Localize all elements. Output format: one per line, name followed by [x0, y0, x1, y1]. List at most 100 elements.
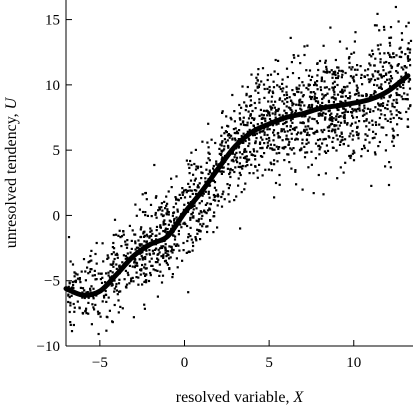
scatter-point: [378, 123, 381, 126]
scatter-point: [352, 159, 356, 162]
scatter-point: [266, 146, 269, 149]
scatter-point: [313, 83, 316, 87]
scatter-point: [254, 140, 257, 143]
scatter-point: [187, 233, 190, 236]
scatter-point: [73, 271, 76, 274]
scatter-point: [249, 121, 253, 124]
scatter-point: [267, 168, 270, 171]
scatter-point: [366, 134, 369, 137]
scatter-point: [379, 85, 382, 88]
scatter-point: [220, 134, 223, 137]
scatter-point: [238, 117, 241, 120]
scatter-point: [67, 293, 70, 296]
scatter-point: [389, 64, 392, 67]
scatter-point: [297, 131, 300, 134]
scatter-point: [136, 264, 139, 267]
scatter-point: [304, 125, 307, 128]
scatter-point: [341, 111, 344, 115]
scatter-point: [277, 107, 280, 110]
scatter-point: [352, 109, 355, 112]
scatter-point: [255, 76, 258, 79]
scatter-point: [277, 135, 280, 138]
scatter-point: [342, 143, 345, 146]
scatter-point: [341, 69, 344, 72]
scatter-point: [363, 107, 366, 110]
scatter-point: [172, 206, 175, 209]
scatter-point: [355, 131, 358, 134]
scatter-point: [105, 300, 108, 303]
scatter-point: [165, 213, 168, 216]
scatter-point: [311, 103, 314, 106]
scatter-point: [349, 124, 352, 127]
scatter-point: [358, 109, 361, 112]
scatter-point: [369, 64, 372, 67]
scatter-point: [262, 109, 266, 112]
scatter-point: [164, 251, 167, 254]
scatter-point: [322, 70, 325, 73]
scatter-point: [131, 276, 134, 279]
scatter-point: [150, 257, 153, 260]
scatter-point: [349, 95, 352, 98]
scatter-point: [256, 176, 259, 179]
scatter-point: [254, 158, 257, 161]
scatter-point: [161, 246, 164, 249]
scatter-point: [229, 168, 232, 171]
scatter-point: [149, 274, 152, 277]
scatter-point: [269, 147, 272, 150]
scatter-point: [291, 110, 294, 113]
scatter-point: [301, 101, 304, 104]
scatter-point: [307, 106, 310, 109]
scatter-point: [332, 117, 335, 120]
scatter-point: [330, 69, 333, 72]
scatter-point: [225, 115, 228, 118]
scatter-point: [272, 104, 275, 107]
scatter-point: [94, 252, 97, 256]
scatter-point: [188, 172, 191, 175]
scatter-point: [126, 256, 129, 259]
scatter-point: [315, 97, 318, 100]
scatter-point: [277, 136, 280, 139]
scatter-point: [186, 224, 189, 228]
scatter-point: [332, 89, 335, 92]
scatter-point: [331, 76, 334, 79]
scatter-point: [173, 243, 176, 246]
scatter-point: [124, 257, 127, 260]
scatter-point: [143, 240, 146, 243]
scatter-point: [159, 226, 162, 229]
scatter-point: [160, 213, 163, 216]
scatter-point: [292, 147, 295, 150]
scatter-point: [247, 144, 250, 148]
scatter-point: [168, 245, 171, 248]
scatter-point: [207, 151, 210, 154]
scatter-point: [307, 120, 310, 123]
scatter-point: [285, 138, 288, 141]
scatter-point: [283, 94, 286, 97]
scatter-point: [352, 51, 356, 54]
scatter-point: [201, 214, 204, 217]
scatter-point: [400, 95, 403, 98]
scatter-point: [373, 78, 377, 82]
scatter-point: [333, 71, 336, 74]
scatter-point: [388, 36, 391, 39]
scatter-point: [389, 117, 392, 120]
scatter-point: [170, 186, 173, 189]
scatter-point: [217, 199, 220, 203]
scatter-point: [354, 31, 357, 34]
scatter-point: [185, 159, 188, 162]
scatter-point: [291, 72, 295, 75]
scatter-point: [307, 166, 310, 169]
scatter-point: [148, 235, 152, 238]
scatter-point: [388, 95, 391, 98]
scatter-point: [315, 105, 318, 108]
scatter-point: [266, 87, 269, 90]
scatter-point: [360, 73, 363, 76]
scatter-point: [376, 44, 379, 47]
scatter-point: [69, 323, 72, 326]
scatter-point: [328, 71, 331, 74]
scatter-point: [258, 142, 262, 145]
scatter-point: [118, 265, 121, 268]
scatter-point: [144, 192, 147, 195]
scatter-point: [208, 208, 212, 211]
scatter-point: [354, 108, 357, 111]
scatter-point: [88, 260, 91, 263]
